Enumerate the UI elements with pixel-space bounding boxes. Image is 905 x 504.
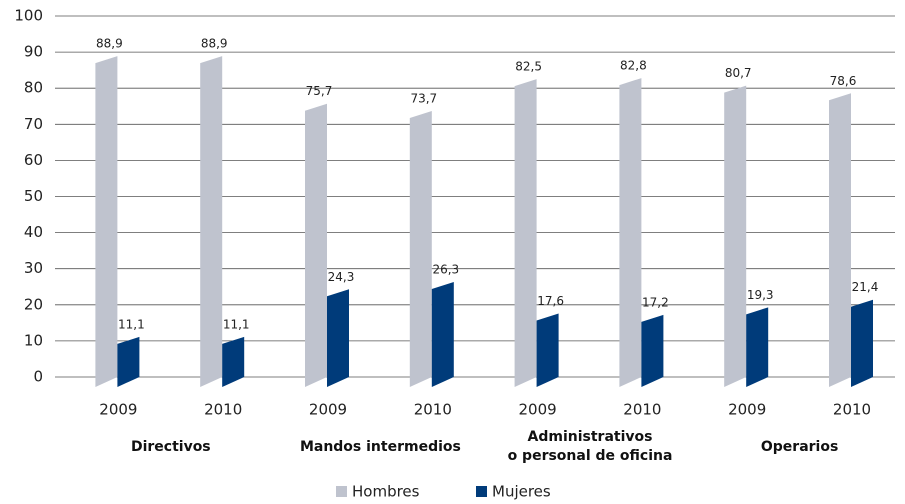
bar bbox=[222, 336, 245, 387]
bar bbox=[746, 307, 769, 387]
bar bbox=[851, 299, 873, 387]
bar bbox=[829, 93, 851, 387]
x-tick-label: 2010 bbox=[414, 401, 452, 419]
x-tick-label: 2010 bbox=[833, 401, 871, 419]
x-tick-label: 2009 bbox=[99, 401, 137, 419]
legend-swatch bbox=[336, 486, 347, 497]
y-tick-label: 10 bbox=[24, 331, 43, 349]
group-label: Operarios bbox=[760, 438, 839, 455]
bar bbox=[409, 110, 432, 388]
x-tick-label: 2009 bbox=[728, 401, 766, 419]
y-tick-label: 20 bbox=[24, 295, 43, 313]
value-label: 17,6 bbox=[537, 294, 564, 308]
y-tick-label: 40 bbox=[24, 223, 43, 241]
bar bbox=[514, 79, 537, 388]
x-tick-label: 2009 bbox=[519, 401, 557, 419]
group-label: Directivos bbox=[130, 438, 211, 455]
x-tick-label: 2009 bbox=[309, 401, 347, 419]
value-label: 21,4 bbox=[852, 280, 879, 294]
bar bbox=[641, 314, 664, 387]
legend-label: Hombres bbox=[352, 483, 420, 501]
value-label: 80,7 bbox=[725, 66, 752, 80]
value-label: 88,9 bbox=[96, 37, 123, 51]
bar bbox=[724, 85, 747, 387]
value-label: 78,6 bbox=[830, 74, 857, 88]
value-label: 19,3 bbox=[747, 288, 774, 302]
y-tick-label: 50 bbox=[24, 187, 43, 205]
value-label: 82,8 bbox=[620, 59, 647, 73]
group-label: Mandos intermedios bbox=[299, 438, 461, 455]
bar bbox=[431, 282, 454, 387]
value-label: 82,5 bbox=[515, 60, 542, 74]
bar bbox=[200, 56, 223, 388]
bar bbox=[95, 56, 118, 388]
value-label: 24,3 bbox=[328, 270, 355, 284]
bar bbox=[619, 78, 642, 387]
y-tick-label: 100 bbox=[14, 7, 43, 25]
value-label: 11,1 bbox=[223, 317, 250, 331]
y-tick-label: 70 bbox=[24, 115, 43, 133]
y-tick-label: 0 bbox=[33, 368, 43, 386]
bar bbox=[536, 313, 559, 387]
legend-swatch bbox=[476, 486, 487, 497]
bar bbox=[305, 103, 327, 388]
bar bbox=[117, 336, 140, 387]
x-tick-label: 2010 bbox=[204, 401, 242, 419]
y-tick-label: 60 bbox=[24, 151, 43, 169]
bar bbox=[327, 289, 349, 387]
y-tick-label: 80 bbox=[24, 79, 43, 97]
legend-label: Mujeres bbox=[492, 483, 551, 501]
value-label: 75,7 bbox=[306, 84, 333, 98]
value-label: 73,7 bbox=[410, 91, 437, 105]
value-label: 17,2 bbox=[642, 295, 669, 309]
value-label: 26,3 bbox=[432, 263, 459, 277]
value-label: 88,9 bbox=[201, 37, 228, 51]
value-label: 11,1 bbox=[118, 317, 145, 331]
group-label: Administrativos o personal de oficina bbox=[507, 429, 673, 464]
y-tick-label: 90 bbox=[24, 43, 43, 61]
y-tick-label: 30 bbox=[24, 259, 43, 277]
x-tick-label: 2010 bbox=[623, 401, 661, 419]
